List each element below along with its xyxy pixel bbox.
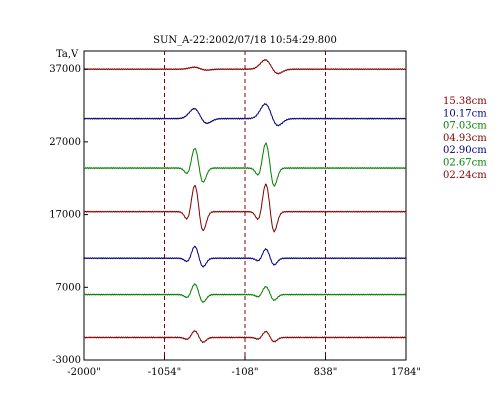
y-tick-label: 37000 — [49, 64, 81, 75]
y-tick-label: 27000 — [49, 137, 81, 148]
y-tick-label: 7000 — [56, 282, 81, 293]
series-line-02.90cm — [84, 245, 407, 268]
x-tick-label: -108" — [231, 367, 258, 378]
series-line-10.17cm — [83, 102, 407, 127]
series-line-15.38cm — [83, 59, 407, 75]
legend-item: 02.24cm — [443, 170, 487, 181]
series-line-04.93cm — [83, 183, 407, 233]
x-tick-label: 1784" — [391, 367, 421, 378]
x-tick-label: -2000" — [67, 367, 100, 378]
x-tick-label: 838" — [314, 367, 338, 378]
y-axis-label: Ta,V — [56, 49, 79, 60]
series-line-02.24cm — [83, 330, 407, 344]
y-tick-label: 17000 — [49, 210, 81, 221]
legend-item: 02.67cm — [443, 158, 487, 169]
series-line-07.03cm — [83, 142, 407, 187]
chart-title: SUN_A-22:2002/07/18 10:54:29.800 — [153, 35, 337, 46]
series-line-02.67cm — [83, 283, 407, 303]
y-tick-label: -3000 — [52, 355, 81, 366]
legend-item: 15.38cm — [443, 96, 487, 107]
legend-item: 10.17cm — [443, 108, 487, 119]
legend-item: 07.03cm — [443, 121, 487, 132]
legend-item: 04.93cm — [443, 133, 487, 144]
legend-item: 02.90cm — [443, 145, 487, 156]
x-tick-label: -1054" — [148, 367, 181, 378]
